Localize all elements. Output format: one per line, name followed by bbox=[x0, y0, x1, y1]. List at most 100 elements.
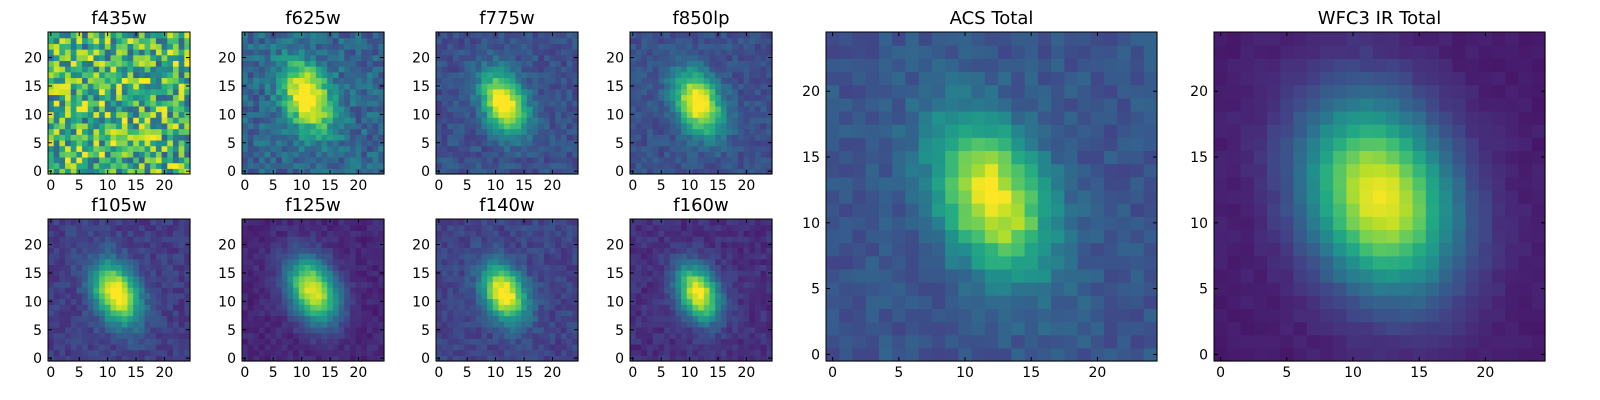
heatmap-cell bbox=[127, 145, 134, 152]
heatmap-cell bbox=[760, 309, 767, 317]
heatmap-cell bbox=[532, 219, 539, 226]
heatmap-cell bbox=[298, 94, 306, 101]
heatmap-cell bbox=[487, 247, 494, 254]
heatmap-cell bbox=[281, 49, 289, 56]
heatmap-cell bbox=[138, 111, 146, 118]
heatmap-cell bbox=[664, 168, 671, 175]
heatmap-cell bbox=[99, 111, 106, 118]
heatmap-cell bbox=[555, 151, 562, 158]
heatmap-cell bbox=[121, 94, 129, 101]
heatmap-cell bbox=[253, 304, 260, 311]
heatmap-cell bbox=[82, 54, 89, 61]
heatmap-cell bbox=[481, 128, 488, 135]
heatmap-cell bbox=[48, 292, 55, 300]
heatmap-cell bbox=[749, 156, 756, 164]
heatmap-cell bbox=[538, 287, 545, 294]
heatmap-cell bbox=[681, 83, 688, 90]
heatmap-cell bbox=[754, 287, 762, 294]
heatmap-cell bbox=[669, 281, 677, 288]
heatmap-cell bbox=[692, 54, 699, 61]
heatmap-cell bbox=[754, 162, 762, 169]
heatmap-cell bbox=[732, 54, 739, 61]
heatmap-cell bbox=[681, 151, 688, 158]
heatmap-cell bbox=[532, 49, 539, 56]
heatmap-cell bbox=[242, 309, 249, 317]
heatmap-cell bbox=[481, 281, 488, 288]
heatmap-cell bbox=[161, 77, 168, 84]
heatmap-cell bbox=[538, 270, 545, 277]
heatmap-cell bbox=[327, 343, 334, 351]
heatmap-cell bbox=[458, 275, 465, 283]
heatmap-cell bbox=[53, 139, 60, 147]
heatmap-cell bbox=[447, 151, 454, 158]
heatmap-cell bbox=[338, 151, 345, 158]
heatmap-cell bbox=[167, 253, 174, 260]
heatmap-cell bbox=[127, 281, 134, 288]
heatmap-cell bbox=[709, 83, 716, 90]
heatmap-cell bbox=[304, 43, 311, 50]
heatmap-cell bbox=[543, 105, 551, 113]
heatmap-cell bbox=[304, 332, 311, 339]
heatmap-cell bbox=[310, 60, 317, 67]
heatmap-cell bbox=[93, 151, 100, 158]
heatmap-cell bbox=[321, 315, 328, 322]
heatmap-cell bbox=[321, 111, 328, 118]
heatmap-cell bbox=[549, 128, 556, 135]
heatmap-cell bbox=[681, 117, 688, 124]
heatmap-cell bbox=[726, 100, 733, 107]
heatmap-cell bbox=[737, 94, 745, 101]
heatmap-cell bbox=[259, 37, 266, 44]
heatmap-cell bbox=[664, 100, 671, 107]
heatmap-cell bbox=[509, 139, 517, 147]
heatmap-cell bbox=[172, 117, 180, 124]
heatmap-cell bbox=[447, 219, 454, 226]
heatmap-cell bbox=[172, 287, 180, 294]
heatmap-cell bbox=[327, 151, 334, 158]
heatmap-cell bbox=[572, 236, 579, 243]
heatmap-cell bbox=[737, 145, 745, 152]
heatmap-cell bbox=[178, 355, 185, 362]
heatmap-cell bbox=[532, 253, 539, 260]
heatmap-cell bbox=[766, 287, 773, 294]
heatmap-cell bbox=[447, 315, 454, 322]
heatmap-cell bbox=[321, 88, 328, 96]
heatmap-cell bbox=[276, 151, 283, 158]
heatmap-cell bbox=[76, 156, 83, 164]
heatmap-cell bbox=[504, 168, 511, 175]
heatmap-cell bbox=[436, 105, 443, 113]
heatmap-cell bbox=[270, 224, 277, 231]
heatmap-cell bbox=[647, 326, 654, 334]
heatmap-cell bbox=[82, 349, 89, 356]
heatmap-cell bbox=[253, 151, 260, 158]
heatmap-cell bbox=[321, 117, 328, 124]
heatmap-cell bbox=[543, 111, 551, 118]
x-tick-label: 10 bbox=[293, 365, 311, 381]
heatmap-cell bbox=[436, 315, 443, 322]
heatmap-cell bbox=[253, 326, 260, 334]
heatmap-cell bbox=[652, 168, 659, 175]
heatmap-cell bbox=[259, 332, 266, 339]
heatmap-cell bbox=[481, 309, 488, 317]
heatmap-cell bbox=[492, 49, 500, 56]
y-tick-label: 5 bbox=[33, 136, 42, 152]
heatmap-cell bbox=[560, 162, 568, 169]
heatmap-cell bbox=[70, 32, 77, 39]
heatmap-cell bbox=[560, 298, 568, 305]
heatmap-cell bbox=[475, 43, 483, 50]
heatmap-cell bbox=[133, 343, 140, 351]
heatmap-cell bbox=[178, 151, 185, 158]
heatmap-cell bbox=[127, 338, 134, 345]
heatmap-cell bbox=[172, 258, 180, 266]
heatmap-cell bbox=[361, 224, 368, 231]
heatmap-cell bbox=[526, 230, 534, 237]
heatmap-cell bbox=[647, 292, 654, 300]
heatmap-cell bbox=[549, 241, 556, 248]
heatmap-cell bbox=[686, 315, 694, 322]
heatmap-cell bbox=[287, 275, 294, 283]
heatmap-cell bbox=[65, 253, 72, 260]
heatmap-cell bbox=[635, 77, 642, 84]
heatmap-cell bbox=[150, 241, 157, 248]
heatmap-cell bbox=[99, 105, 106, 113]
heatmap-cell bbox=[150, 275, 157, 283]
heatmap-cell bbox=[247, 139, 254, 147]
